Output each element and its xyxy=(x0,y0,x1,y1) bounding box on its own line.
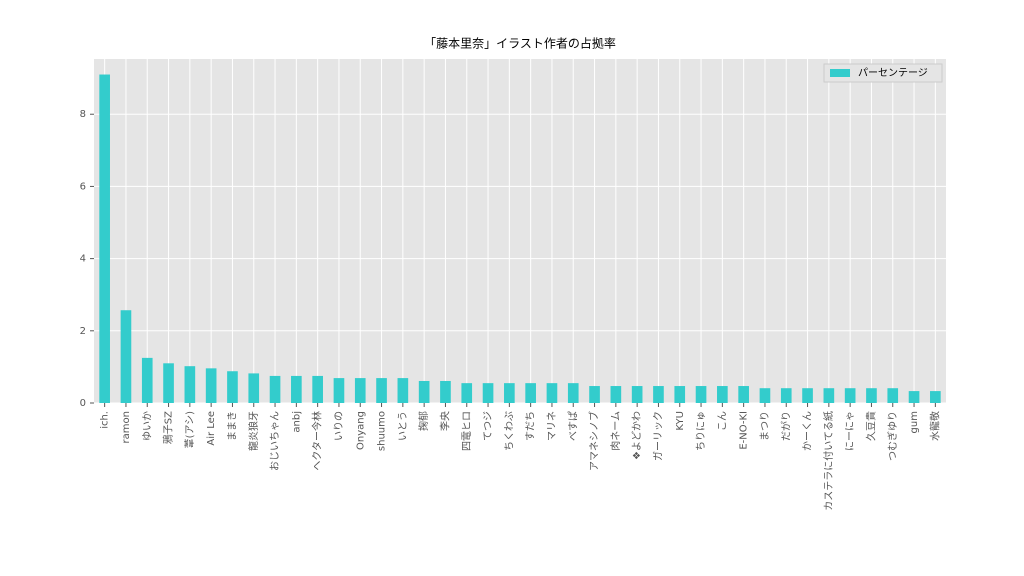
legend-label: パーセンテージ xyxy=(858,67,928,79)
x-tick-label: KYU xyxy=(675,411,686,431)
y-tick-label: 0 xyxy=(80,398,86,409)
bar xyxy=(99,74,110,403)
bar xyxy=(844,388,856,403)
x-tick-label: ヘクター今林 xyxy=(311,411,324,471)
x-tick-label: shuumo xyxy=(377,411,388,451)
bar xyxy=(205,368,217,403)
bar xyxy=(163,363,174,403)
x-tick-label: 葦(アシ) xyxy=(183,411,196,449)
x-tick-label: ramon xyxy=(121,411,132,443)
x-tick-label: アマネシノブ xyxy=(588,411,601,471)
bar xyxy=(440,380,451,403)
x-tick-label: 久豆貴 xyxy=(864,411,877,441)
bar xyxy=(461,383,473,403)
x-tick-label: 水龍敬 xyxy=(928,411,941,441)
bar xyxy=(674,386,686,403)
x-tick-label: gum xyxy=(909,411,920,433)
bar xyxy=(504,383,515,403)
x-tick-label: こん xyxy=(716,411,728,431)
bar xyxy=(631,386,643,403)
bar xyxy=(546,383,558,403)
x-tick-label: カステラに付いてる紙 xyxy=(822,411,835,511)
legend-swatch xyxy=(830,69,850,77)
x-tick-label: Onyang xyxy=(355,411,366,450)
x-tick-label: 四電ヒロ xyxy=(461,411,473,451)
x-tick-label: おじいちゃん xyxy=(269,411,281,471)
bar xyxy=(610,386,622,403)
bar xyxy=(823,388,835,403)
bar xyxy=(397,378,409,403)
x-tick-label: ままき xyxy=(226,411,238,441)
bar xyxy=(930,391,941,403)
x-tick-label: ich. xyxy=(100,411,111,429)
bar xyxy=(291,375,302,403)
bar xyxy=(376,378,387,403)
x-tick-label: anbj xyxy=(291,411,302,433)
y-tick-label: 2 xyxy=(80,326,86,337)
bar xyxy=(227,371,238,403)
chart-title: 「藤本里奈」イラスト作者の占拠率 xyxy=(424,36,616,51)
x-tick-label: Air Lee xyxy=(206,411,217,446)
x-tick-label: べすぱ xyxy=(567,411,579,441)
x-tick-label: かーくん xyxy=(802,411,814,451)
bar xyxy=(120,310,132,403)
x-tick-label: E-NO-KI xyxy=(739,411,750,450)
x-tick-label: すだち xyxy=(525,411,537,441)
bar xyxy=(802,388,813,403)
x-tick-label: ゆいか xyxy=(141,411,153,441)
bar xyxy=(908,391,920,403)
plot-area xyxy=(94,59,946,403)
x-tick-label: 龍炎狼牙 xyxy=(247,411,260,451)
bar xyxy=(354,378,366,403)
x-tick-label: 李央 xyxy=(438,411,451,431)
bar xyxy=(759,388,771,403)
x-tick-label: マリネ xyxy=(546,411,558,441)
bar xyxy=(567,383,579,403)
x-tick-label: ちりにゅ xyxy=(695,411,707,451)
x-tick-label: にーにゃ xyxy=(844,411,856,451)
x-tick-label: ❖よどかわ xyxy=(631,411,643,460)
bar xyxy=(248,373,260,403)
y-tick-label: 6 xyxy=(80,181,86,192)
x-tick-label: 鴉子SZ xyxy=(162,411,175,444)
x-tick-label: ちくわぶ xyxy=(503,411,515,451)
bar xyxy=(418,380,430,403)
bar xyxy=(695,386,707,403)
bar xyxy=(525,383,536,403)
x-tick-label: 掬郁 xyxy=(417,411,430,431)
x-tick-label: つむぎゆり xyxy=(886,411,899,461)
bar xyxy=(141,357,153,403)
bar xyxy=(589,386,600,403)
bar xyxy=(184,366,196,403)
x-tick-label: まつり xyxy=(759,411,771,441)
bar xyxy=(653,386,664,403)
x-tick-label: ガーリック xyxy=(652,411,664,461)
bar xyxy=(482,383,494,403)
y-tick-label: 8 xyxy=(80,109,86,120)
x-tick-label: 肉ネーム xyxy=(609,411,622,451)
bar xyxy=(717,386,728,403)
bar xyxy=(866,388,877,403)
bar xyxy=(269,375,281,403)
bar xyxy=(333,378,345,403)
bar xyxy=(312,375,323,403)
x-tick-label: てつジ xyxy=(483,411,494,441)
x-tick-label: いりの xyxy=(333,411,345,441)
x-tick-label: いとう xyxy=(397,411,409,441)
y-tick-label: 4 xyxy=(80,254,86,265)
x-tick-label: だがり xyxy=(779,411,792,441)
legend-box xyxy=(823,63,943,83)
bar xyxy=(780,388,792,403)
bar xyxy=(887,388,899,403)
bar xyxy=(738,386,749,403)
